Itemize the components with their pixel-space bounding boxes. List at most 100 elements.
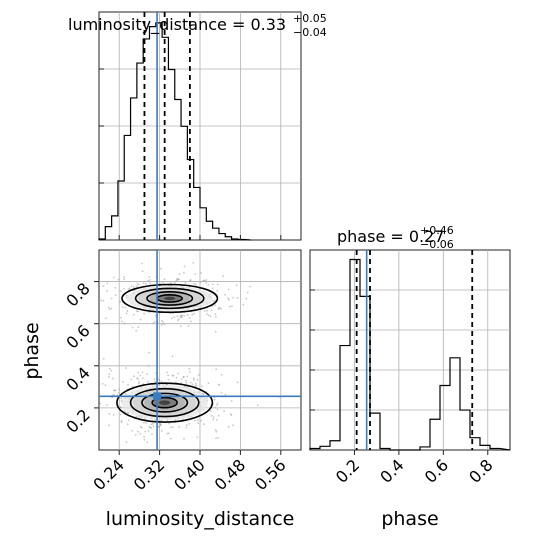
scatter-point	[108, 376, 110, 378]
scatter-point	[120, 397, 123, 400]
scatter-point	[205, 279, 208, 281]
scatter-point	[131, 326, 134, 329]
scatter-point	[182, 375, 185, 378]
scatter-point	[130, 378, 133, 381]
joint-xtick-label: 0.56	[251, 455, 290, 494]
scatter-point	[154, 381, 157, 383]
joint-xtick-label: 0.40	[170, 455, 209, 494]
scatter-point	[144, 282, 147, 285]
scatter-point	[181, 378, 183, 380]
scatter-point	[121, 320, 124, 323]
scatter-point	[228, 305, 231, 308]
joint-ytick-label: 0.2	[62, 405, 93, 436]
scatter-point	[108, 308, 111, 311]
xlabel-luminosity-distance: luminosity_distance	[106, 508, 295, 530]
scatter-point	[125, 312, 128, 315]
scatter-point	[207, 284, 210, 286]
scatter-point	[215, 316, 217, 318]
scatter-point	[102, 357, 105, 360]
scatter-point	[220, 374, 223, 376]
scatter-point	[215, 404, 218, 406]
scatter-point	[147, 364, 150, 367]
scatter-point	[112, 377, 114, 380]
scatter-point	[185, 426, 188, 429]
scatter-point	[220, 392, 223, 394]
scatter-point	[203, 423, 206, 426]
scatter-point	[105, 404, 108, 406]
scatter-point	[128, 287, 131, 289]
scatter-point	[107, 306, 110, 309]
scatter-point	[235, 284, 238, 287]
scatter-point	[212, 300, 215, 303]
scatter-point	[212, 416, 215, 419]
scatter-point	[131, 385, 134, 388]
scatter-point	[127, 419, 130, 422]
scatter-point	[215, 430, 218, 433]
xlabel-phase: phase	[381, 508, 438, 530]
scatter-point	[209, 410, 212, 412]
joint-xtick-label: 0.48	[211, 455, 250, 494]
scatter-point	[146, 441, 149, 444]
scatter-point	[120, 421, 123, 424]
scatter-point	[175, 376, 178, 379]
scatter-point	[143, 435, 146, 438]
scatter-point	[151, 422, 154, 425]
scatter-point	[180, 315, 183, 318]
scatter-point	[188, 317, 191, 319]
scatter-point	[232, 424, 235, 427]
scatter-point	[137, 371, 140, 374]
scatter-point	[210, 414, 213, 417]
density-contour	[116, 382, 214, 423]
scatter-point	[216, 419, 218, 421]
scatter-point	[126, 423, 129, 426]
scatter-point	[120, 316, 122, 319]
scatter-point	[160, 419, 163, 422]
scatter-point	[214, 313, 217, 316]
scatter-point	[175, 279, 178, 282]
scatter-point	[214, 304, 217, 307]
scatter-point	[157, 426, 160, 428]
scatter-point	[148, 276, 151, 278]
scatter-point	[159, 424, 162, 427]
scatter-point	[134, 433, 137, 436]
scatter-point	[119, 300, 121, 303]
scatter-point	[196, 378, 199, 381]
scatter-point	[123, 410, 126, 413]
scatter-point	[236, 297, 239, 299]
scatter-point	[118, 392, 120, 394]
joint-xtick-label: 0.24	[89, 455, 128, 494]
scatter-point	[183, 265, 186, 268]
scatter-point	[100, 299, 103, 302]
scatter-point	[127, 288, 130, 291]
scatter-point	[220, 307, 223, 310]
scatter-point	[137, 382, 140, 385]
scatter-point	[127, 383, 129, 386]
scatter-point	[182, 418, 184, 421]
scatter-point	[135, 415, 138, 418]
scatter-point	[213, 398, 216, 401]
scatter-point	[132, 375, 135, 378]
scatter-point	[114, 286, 117, 289]
scatter-point	[192, 377, 195, 380]
scatter-point	[197, 419, 199, 421]
scatter-point	[113, 276, 116, 279]
scatter-point	[217, 436, 220, 439]
scatter-point	[188, 367, 191, 370]
scatter-point	[183, 437, 185, 440]
scatter-point	[117, 278, 120, 281]
scatter-point	[101, 383, 104, 385]
scatter-point	[141, 377, 144, 380]
scatter-point	[214, 406, 217, 409]
scatter-point	[119, 406, 122, 409]
scatter-point	[213, 299, 216, 302]
scatter-point	[139, 318, 142, 321]
histogram-phase	[309, 258, 511, 451]
scatter-point	[194, 273, 197, 275]
density-contour	[146, 290, 194, 306]
scatter-point	[166, 371, 169, 374]
scatter-point	[144, 430, 147, 433]
scatter-point	[201, 385, 203, 388]
density-contour	[134, 287, 205, 310]
scatter-point	[187, 324, 190, 327]
scatter-point	[137, 310, 139, 313]
